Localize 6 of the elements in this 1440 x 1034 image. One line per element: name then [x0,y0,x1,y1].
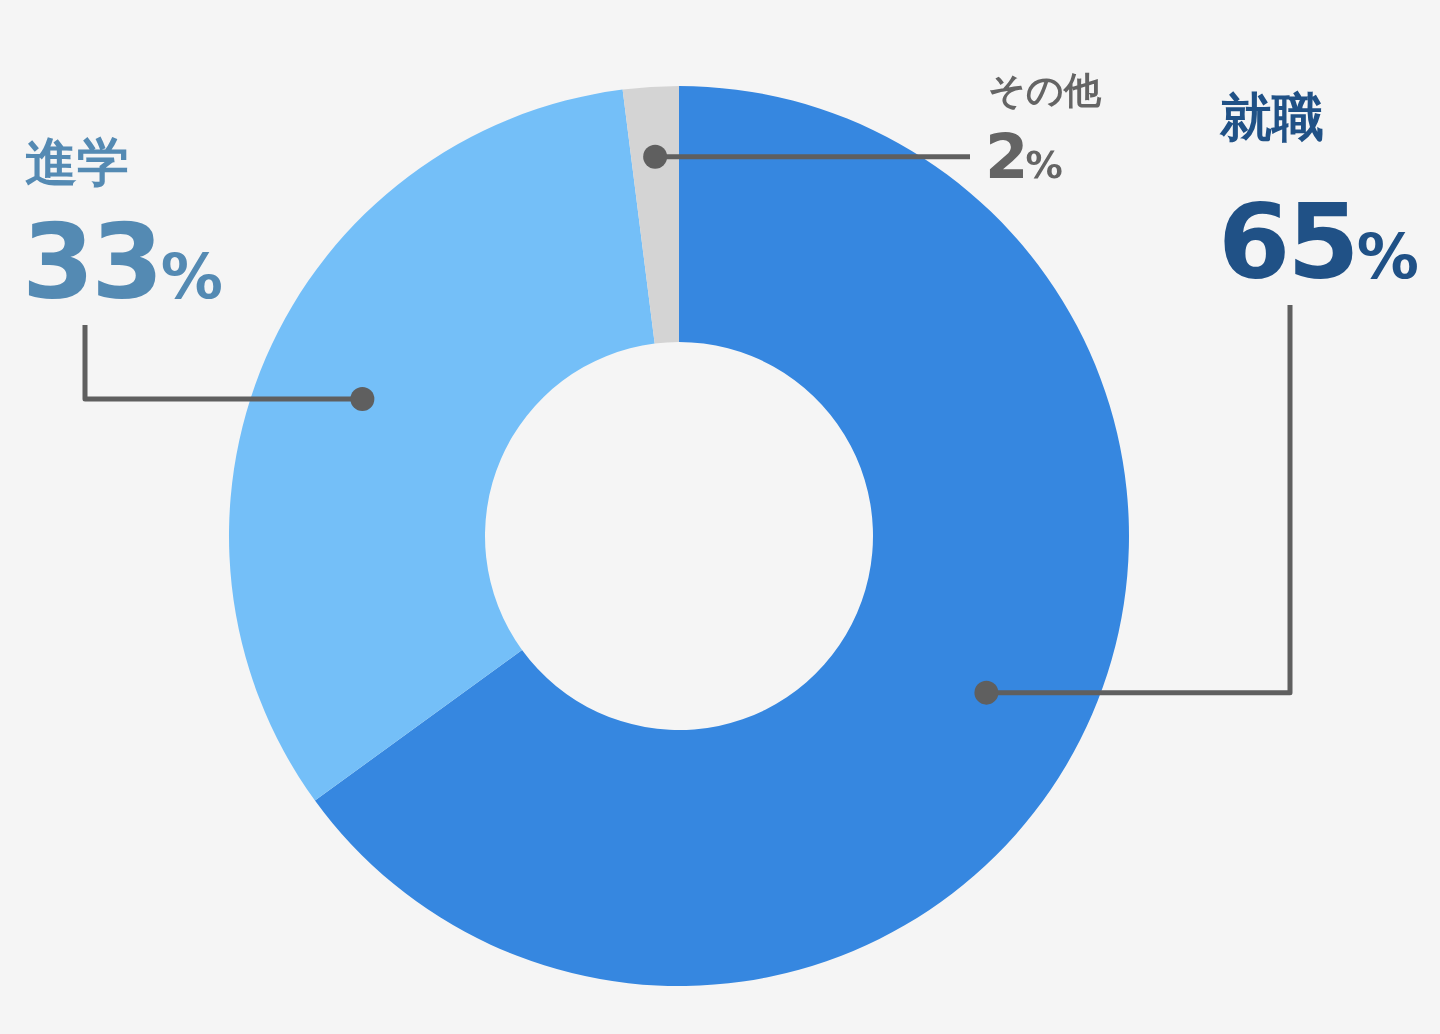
slice-label: その他 [988,68,1102,112]
data-label: 65% [1218,181,1419,303]
data-label: 33% [22,201,223,323]
data-label: 2% [985,120,1063,193]
slice-label: 進学 [25,132,129,192]
slice-label: 就職 [1219,87,1324,147]
